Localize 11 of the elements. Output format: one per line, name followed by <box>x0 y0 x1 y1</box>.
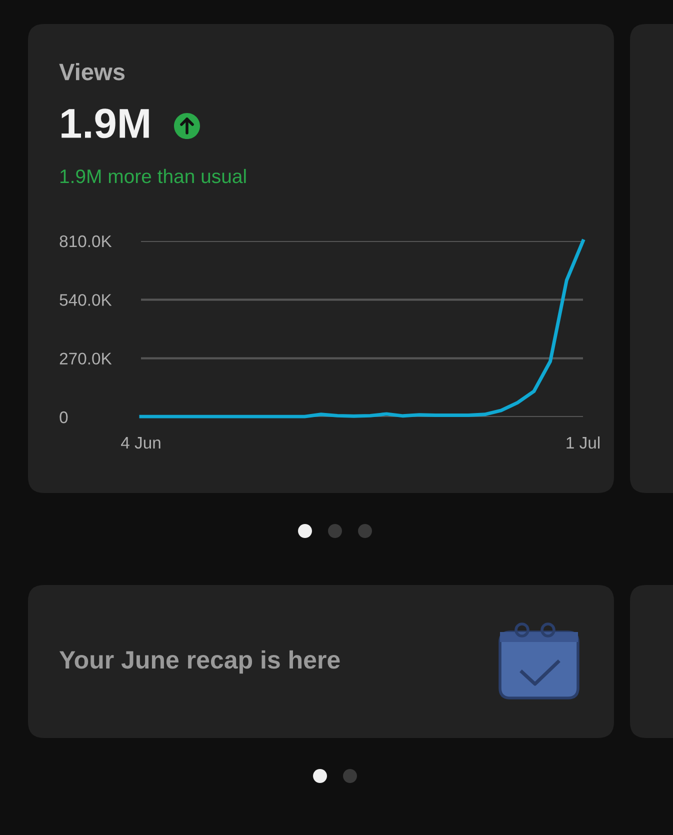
chart-subtitle: 1.9M <box>62 108 149 138</box>
chart-title: Views <box>59 62 125 80</box>
y-tick-label: 0 <box>60 411 68 424</box>
x-tick-label: 1 Jul <box>566 436 600 449</box>
x-tick-label: 4 Jun <box>121 437 160 449</box>
line-series <box>139 239 585 418</box>
y-tick-label: 540.0K <box>60 294 112 306</box>
text: Your June recap is here <box>59 650 340 674</box>
y-tick-label: 810.0K <box>60 235 112 248</box>
text: 1.9M more than usual <box>60 168 246 184</box>
y-tick-label: 270.0K <box>60 352 112 365</box>
